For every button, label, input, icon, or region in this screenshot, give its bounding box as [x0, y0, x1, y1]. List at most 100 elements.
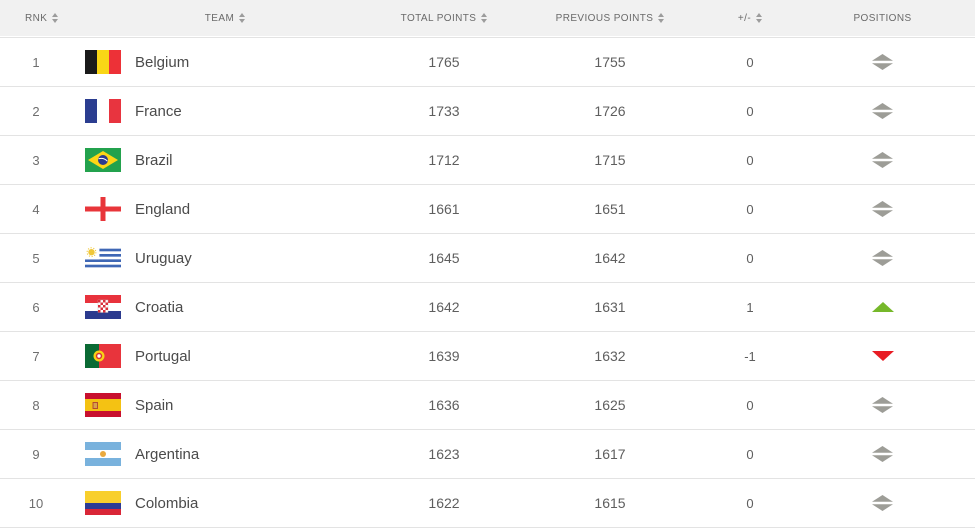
plus-minus-cell: 0 [746, 397, 754, 413]
rank-cell: 7 [32, 348, 40, 364]
argentina-flag-icon [85, 442, 121, 466]
sort-icon[interactable] [756, 13, 763, 23]
column-header-previous-points[interactable]: PREVIOUS POINTS [510, 13, 710, 24]
rank-cell: 9 [32, 446, 40, 462]
table-row[interactable]: 5 Uruguay 1645 1642 0 [0, 234, 975, 283]
column-header-positions: POSITIONS [790, 13, 975, 24]
plus-minus-cell: 0 [746, 446, 754, 462]
table-body: 1 Belgium 1765 1755 0 2 France 1733 1726… [0, 37, 975, 528]
total-points-cell: 1733 [428, 103, 460, 119]
position-equal-icon [790, 103, 975, 119]
previous-points-cell: 1715 [594, 152, 626, 168]
column-header-plus-minus[interactable]: +/- [710, 13, 790, 24]
previous-points-cell: 1631 [594, 299, 626, 315]
rank-cell: 1 [32, 54, 40, 70]
column-header-rank-label: RNK [25, 12, 48, 24]
rank-cell: 4 [32, 201, 40, 217]
team-name: Argentina [135, 445, 200, 463]
team-name: Portugal [135, 347, 191, 365]
total-points-cell: 1765 [428, 54, 460, 70]
table-row[interactable]: 4 England 1661 1651 0 [0, 185, 975, 234]
previous-points-cell: 1642 [594, 250, 626, 266]
table-row[interactable]: 2 France 1733 1726 0 [0, 87, 975, 136]
column-header-positions-label: POSITIONS [853, 12, 912, 24]
team-name: Belgium [135, 53, 190, 71]
column-header-plus-minus-label: +/- [737, 12, 752, 24]
rank-cell: 5 [32, 250, 40, 266]
table-row[interactable]: 10 Colombia 1622 1615 0 [0, 479, 975, 528]
plus-minus-cell: -1 [744, 348, 756, 364]
column-header-rank[interactable]: RNK [0, 13, 72, 24]
table-row[interactable]: 6 Croatia 1642 1631 1 [0, 283, 975, 332]
team-name: Croatia [135, 298, 184, 316]
belgium-flag-icon [85, 50, 121, 74]
portugal-flag-icon [85, 344, 121, 368]
position-equal-icon [790, 250, 975, 266]
table-row[interactable]: 1 Belgium 1765 1755 0 [0, 38, 975, 87]
table-row[interactable]: 9 Argentina 1623 1617 0 [0, 430, 975, 479]
spain-flag-icon [85, 393, 121, 417]
brazil-flag-icon [85, 148, 121, 172]
team-name: France [135, 102, 182, 120]
team-name: Uruguay [135, 249, 192, 267]
sort-icon[interactable] [239, 13, 246, 23]
position-down-icon [790, 351, 975, 361]
previous-points-cell: 1632 [594, 348, 626, 364]
colombia-flag-icon [85, 491, 121, 515]
position-equal-icon [790, 446, 975, 462]
england-flag-icon [85, 197, 121, 221]
previous-points-cell: 1625 [594, 397, 626, 413]
rank-cell: 6 [32, 299, 40, 315]
previous-points-cell: 1726 [594, 103, 626, 119]
total-points-cell: 1661 [428, 201, 460, 217]
position-up-icon [790, 302, 975, 312]
previous-points-cell: 1651 [594, 201, 626, 217]
total-points-cell: 1642 [428, 299, 460, 315]
total-points-cell: 1623 [428, 446, 460, 462]
column-header-total-points-label: TOTAL POINTS [400, 12, 477, 24]
plus-minus-cell: 0 [746, 250, 754, 266]
total-points-cell: 1712 [428, 152, 460, 168]
rank-cell: 8 [32, 397, 40, 413]
total-points-cell: 1636 [428, 397, 460, 413]
total-points-cell: 1622 [428, 495, 460, 511]
column-header-team-label: TEAM [204, 12, 235, 24]
total-points-cell: 1645 [428, 250, 460, 266]
rank-cell: 10 [28, 495, 44, 511]
plus-minus-cell: 1 [746, 299, 754, 315]
total-points-cell: 1639 [428, 348, 460, 364]
previous-points-cell: 1617 [594, 446, 626, 462]
team-name: England [135, 200, 191, 218]
plus-minus-cell: 0 [746, 54, 754, 70]
plus-minus-cell: 0 [746, 495, 754, 511]
position-equal-icon [790, 54, 975, 70]
sort-icon[interactable] [481, 13, 488, 23]
sort-icon[interactable] [658, 13, 665, 23]
previous-points-cell: 1755 [594, 54, 626, 70]
rank-cell: 2 [32, 103, 40, 119]
table-row[interactable]: 7 Portugal 1639 1632 -1 [0, 332, 975, 381]
team-name: Brazil [135, 151, 173, 169]
croatia-flag-icon [85, 295, 121, 319]
position-equal-icon [790, 152, 975, 168]
france-flag-icon [85, 99, 121, 123]
table-header: RNK TEAM TOTAL POINTS PREVIOUS POINTS +/… [0, 0, 975, 36]
plus-minus-cell: 0 [746, 201, 754, 217]
team-name: Spain [135, 396, 174, 414]
previous-points-cell: 1615 [594, 495, 626, 511]
rank-cell: 3 [32, 152, 40, 168]
position-equal-icon [790, 397, 975, 413]
plus-minus-cell: 0 [746, 103, 754, 119]
plus-minus-cell: 0 [746, 152, 754, 168]
team-name: Colombia [135, 494, 199, 512]
column-header-previous-points-label: PREVIOUS POINTS [555, 12, 654, 24]
uruguay-flag-icon [85, 246, 121, 270]
table-row[interactable]: 8 Spain 1636 1625 0 [0, 381, 975, 430]
sort-icon[interactable] [52, 13, 59, 23]
position-equal-icon [790, 495, 975, 511]
table-row[interactable]: 3 Brazil 1712 1715 0 [0, 136, 975, 185]
position-equal-icon [790, 201, 975, 217]
column-header-team[interactable]: TEAM [72, 13, 378, 24]
column-header-total-points[interactable]: TOTAL POINTS [378, 13, 510, 24]
